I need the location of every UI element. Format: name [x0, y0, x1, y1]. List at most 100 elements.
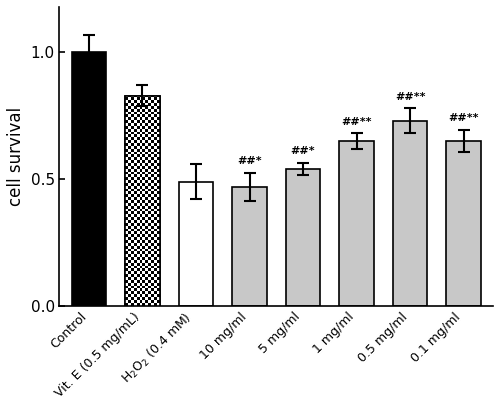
- Bar: [148, 232, 151, 234]
- Bar: [136, 106, 140, 109]
- Bar: [136, 220, 140, 223]
- Bar: [154, 200, 157, 203]
- Bar: [142, 200, 146, 203]
- Bar: [146, 237, 148, 240]
- Bar: [151, 191, 154, 194]
- Bar: [142, 96, 146, 97]
- Bar: [134, 114, 136, 117]
- Bar: [154, 166, 157, 168]
- Bar: [151, 177, 154, 180]
- Bar: [134, 194, 136, 197]
- Bar: [134, 260, 136, 263]
- Bar: [134, 246, 136, 249]
- Bar: [140, 286, 142, 289]
- Bar: [142, 246, 146, 249]
- Bar: [140, 131, 142, 134]
- Text: ##**: ##**: [342, 117, 372, 127]
- Bar: [151, 246, 154, 249]
- Bar: [146, 134, 148, 137]
- Bar: [142, 191, 146, 194]
- Bar: [131, 240, 134, 243]
- Bar: [146, 209, 148, 212]
- Bar: [134, 277, 136, 280]
- Bar: [148, 240, 151, 243]
- Bar: [131, 129, 134, 131]
- Bar: [134, 269, 136, 271]
- Bar: [142, 183, 146, 186]
- Bar: [154, 168, 157, 171]
- Bar: [134, 103, 136, 106]
- Bar: [157, 174, 160, 177]
- Bar: [131, 254, 134, 257]
- Bar: [146, 266, 148, 269]
- Bar: [134, 289, 136, 291]
- Bar: [157, 294, 160, 297]
- Bar: [136, 157, 140, 160]
- Bar: [136, 149, 140, 151]
- Bar: [125, 223, 128, 226]
- Bar: [157, 143, 160, 146]
- Bar: [148, 206, 151, 209]
- Bar: [148, 234, 151, 237]
- Bar: [131, 126, 134, 129]
- Bar: [142, 249, 146, 252]
- Text: ##*: ##*: [290, 146, 316, 156]
- Bar: [136, 209, 140, 212]
- Bar: [142, 126, 146, 129]
- Bar: [125, 252, 128, 254]
- Bar: [157, 166, 160, 168]
- Bar: [154, 214, 157, 217]
- Bar: [136, 203, 140, 206]
- Bar: [134, 206, 136, 209]
- Bar: [131, 300, 134, 303]
- Bar: [154, 97, 157, 100]
- Bar: [128, 160, 131, 163]
- Bar: [131, 229, 134, 232]
- Bar: [151, 289, 154, 291]
- Bar: [157, 188, 160, 191]
- Bar: [134, 217, 136, 220]
- Bar: [146, 109, 148, 112]
- Bar: [134, 286, 136, 289]
- Bar: [148, 123, 151, 126]
- Bar: [131, 97, 134, 100]
- Bar: [125, 146, 128, 149]
- Bar: [140, 269, 142, 271]
- Bar: [146, 96, 148, 97]
- Bar: [148, 220, 151, 223]
- Bar: [136, 123, 140, 126]
- Bar: [157, 249, 160, 252]
- Bar: [134, 191, 136, 194]
- Bar: [151, 300, 154, 303]
- Bar: [128, 129, 131, 131]
- Bar: [125, 297, 128, 300]
- Bar: [154, 96, 157, 97]
- Bar: [134, 283, 136, 286]
- Bar: [134, 160, 136, 163]
- Bar: [131, 283, 134, 286]
- Bar: [140, 252, 142, 254]
- Bar: [142, 206, 146, 209]
- Bar: [148, 131, 151, 134]
- Bar: [125, 206, 128, 209]
- Bar: [128, 134, 131, 137]
- Bar: [134, 131, 136, 134]
- Bar: [142, 160, 146, 163]
- Bar: [136, 257, 140, 260]
- Bar: [148, 246, 151, 249]
- Bar: [131, 183, 134, 186]
- Bar: [157, 186, 160, 188]
- Bar: [134, 186, 136, 188]
- Bar: [134, 183, 136, 186]
- Bar: [131, 257, 134, 260]
- Bar: [140, 280, 142, 283]
- Bar: [131, 209, 134, 212]
- Bar: [136, 168, 140, 171]
- Bar: [142, 209, 146, 212]
- Bar: [154, 294, 157, 297]
- Bar: [142, 271, 146, 274]
- Bar: [151, 277, 154, 280]
- Bar: [125, 234, 128, 237]
- Bar: [142, 252, 146, 254]
- Bar: [157, 303, 160, 306]
